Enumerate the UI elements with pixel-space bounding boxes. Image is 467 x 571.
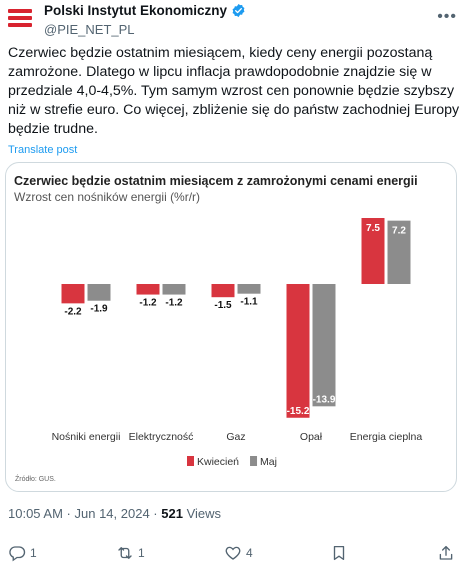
chart-source: Źródło: GUS. xyxy=(15,476,56,483)
category-label-3: Opał xyxy=(300,431,323,443)
reply-count: 1 xyxy=(30,546,37,560)
category-label-2: Gaz xyxy=(226,431,245,443)
meta-separator: · xyxy=(62,506,75,521)
data-label-maj-1: -1.2 xyxy=(165,298,183,309)
reply-icon xyxy=(9,546,26,562)
category-label-4: Energia cieplna xyxy=(350,431,423,443)
category-label-0: Nośniki energii xyxy=(52,431,121,443)
share-button[interactable] xyxy=(437,544,455,562)
author-name-row[interactable]: Polski Instytut Ekonomiczny xyxy=(44,3,246,18)
bar-kwiecien-3 xyxy=(286,284,310,418)
data-label-maj-0: -1.9 xyxy=(90,304,108,315)
data-label-kwiecien-1: -1.2 xyxy=(139,298,157,309)
author-block[interactable]: Polski Instytut Ekonomiczny @PIE_NET_PL xyxy=(44,2,246,37)
repost-icon xyxy=(118,547,132,559)
data-label-kwiecien-4: 7.5 xyxy=(366,223,380,234)
data-label-kwiecien-0: -2.2 xyxy=(64,306,82,317)
data-label-kwiecien-2: -1.5 xyxy=(214,300,232,311)
bookmark-button[interactable] xyxy=(330,544,348,562)
author-name[interactable]: Polski Instytut Ekonomiczny xyxy=(44,3,228,18)
like-count: 4 xyxy=(246,546,253,560)
bar-maj-2 xyxy=(237,284,261,294)
data-label-maj-3: -13.9 xyxy=(313,394,336,405)
chart-image-card[interactable]: Czerwiec będzie ostatnim miesiącem z zam… xyxy=(5,162,457,492)
legend-label-0: Kwiecień xyxy=(197,456,239,468)
bar-kwiecien-4 xyxy=(361,218,385,284)
post-actions: 1 1 4 xyxy=(0,538,467,570)
heart-icon xyxy=(225,546,241,560)
share-icon xyxy=(439,545,453,560)
data-label-maj-4: 7.2 xyxy=(392,226,406,237)
post-text: Czerwiec będzie ostatnim miesiącem, kied… xyxy=(8,45,460,137)
data-label-maj-2: -1.1 xyxy=(240,297,258,308)
bar-kwiecien-1 xyxy=(136,284,160,295)
legend-swatch-1 xyxy=(250,456,258,466)
views-count: 521 xyxy=(161,506,183,521)
post-time[interactable]: 10:05 AM xyxy=(8,506,63,521)
bar-maj-1 xyxy=(162,284,186,295)
reply-button[interactable]: 1 xyxy=(8,544,37,562)
translate-post-link[interactable]: Translate post xyxy=(8,144,78,156)
post-date[interactable]: Jun 14, 2024 xyxy=(74,506,150,521)
chart-subtitle: Wzrost cen nośników energii (%r/r) xyxy=(14,190,201,204)
bar-kwiecien-2 xyxy=(211,284,235,298)
bookmark-icon xyxy=(333,545,345,561)
bar-chart: -2.2 -1.9 Nośniki energii -1.2 -1.2 Elektrycz… xyxy=(52,218,423,468)
author-handle[interactable]: @PIE_NET_PL xyxy=(44,22,135,37)
post-header: Polski Instytut Ekonomiczny @PIE_NET_PL … xyxy=(8,2,459,38)
data-label-kwiecien-3: -15.2 xyxy=(287,406,310,417)
like-button[interactable]: 4 xyxy=(224,544,253,562)
legend-label-1: Maj xyxy=(260,456,277,468)
legend-swatch-0 xyxy=(187,456,194,466)
more-options-icon[interactable]: ••• xyxy=(437,8,457,25)
verified-badge-icon xyxy=(232,3,245,18)
chart-title: Czerwiec będzie ostatnim miesiącem z zam… xyxy=(14,174,418,188)
repost-count: 1 xyxy=(138,546,145,560)
post-meta: 10:05 AM · Jun 14, 2024 · 521 Views xyxy=(8,506,221,521)
bar-kwiecien-0 xyxy=(61,284,85,304)
category-label-1: Elektryczność xyxy=(129,431,194,443)
bar-maj-4 xyxy=(387,220,411,284)
repost-button[interactable]: 1 xyxy=(116,544,145,562)
bar-maj-3 xyxy=(312,284,336,407)
meta-separator-2: · xyxy=(149,506,162,521)
views-label: Views xyxy=(182,506,222,521)
pie-logo-avatar[interactable] xyxy=(8,6,34,32)
bar-maj-0 xyxy=(87,284,111,301)
